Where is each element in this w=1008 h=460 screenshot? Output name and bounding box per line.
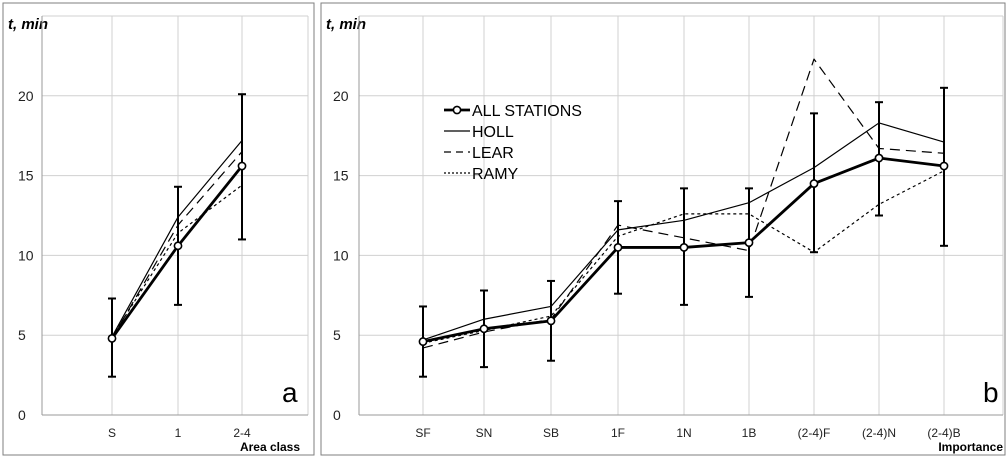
panel-a-y-tick-label: 15 [18, 168, 34, 184]
panel-b-data-point [744, 238, 754, 248]
panel-b-x-axis-label: Importance [938, 440, 1003, 454]
panel-b-data-point [809, 179, 819, 188]
panel-a-border [2, 2, 315, 456]
panel-a-data-point [237, 161, 247, 171]
legend-item-lear: LEAR [444, 145, 514, 162]
legend-item-ramy: RAMY [444, 166, 519, 183]
panel-a-series [107, 93, 247, 378]
legend-item-all-stations: ALL STATIONS [444, 103, 582, 120]
panel-a-y-tick-label: 20 [18, 88, 34, 104]
panel-b-x-tick-label: 1B [742, 426, 757, 440]
panel-b-data-point [939, 161, 949, 171]
svg-text:ALL STATIONS: ALL STATIONS [472, 103, 582, 120]
panel-b-data-point [418, 337, 428, 346]
panel-b-y-tick-label: 5 [333, 327, 341, 343]
panel-a-y-axis-label: t, min [8, 16, 48, 33]
panel-a-y-tick-label: 5 [18, 327, 26, 343]
panel-b-series [418, 58, 949, 378]
panel-b-letter: b [983, 377, 999, 408]
svg-text:RAMY: RAMY [472, 166, 519, 183]
panel-a-x-axis-label: Area class [240, 440, 300, 454]
panel-a-x-tick-label: 2-4 [233, 426, 251, 440]
panel-b-data-point [613, 243, 623, 252]
panel-b-y-tick-label: 20 [333, 88, 349, 104]
panel-b-series-lear [422, 58, 945, 349]
panel-b-border [320, 2, 1006, 456]
panel-b-y-axis-label: t, min [326, 16, 366, 33]
panel-b-axes: 0 5 10 15 20 SF SN SB 1F 1N 1B (2-4)F (2-4)N (2-4)B [333, 16, 1003, 440]
panel-b-x-tick-label: (2-4)N [862, 426, 896, 440]
panel-b-x-tick-label: SF [415, 426, 430, 440]
panel-a-gridlines [42, 15, 309, 415]
panel-b-x-tick-label: SN [476, 426, 493, 440]
panel-a-y-tick-label: 0 [18, 407, 26, 423]
panel-b-x-tick-label: SB [543, 426, 559, 440]
panel-b-x-tick-label: (2-4)B [927, 426, 960, 440]
panel-b-x-tick-label: (2-4)F [798, 426, 831, 440]
panel-b-data-point [874, 153, 884, 163]
panel-a-x-tick-label: 1 [175, 426, 182, 440]
panel-a-chart: t, min 0 5 10 15 20 S 1 2-4 Area class a [2, 2, 315, 456]
panel-b-data-point [546, 316, 556, 326]
panel-a-y-tick-label: 10 [18, 247, 34, 263]
panel-a-data-point [173, 241, 183, 251]
panel-a-axes: 0 5 10 15 20 S 1 2-4 [18, 16, 308, 440]
panel-b-y-tick-label: 10 [333, 247, 349, 263]
panel-b-y-tick-label: 15 [333, 168, 349, 184]
svg-text:LEAR: LEAR [472, 145, 514, 162]
panel-b-y-tick-label: 0 [333, 407, 341, 423]
panel-a-x-tick-label: S [108, 426, 116, 440]
panel-b-legend: ALL STATIONS HOLL LEAR RAMY [444, 103, 582, 183]
panel-b-chart: t, min 0 5 10 15 20 SF SN SB 1F 1N 1B (2-4)F (2-4)N (… [320, 2, 1006, 456]
panel-a-letter: a [282, 377, 298, 408]
panel-a-data-point [107, 333, 117, 343]
panel-b-x-tick-label: 1F [611, 426, 625, 440]
panel-b-data-point [679, 243, 689, 252]
svg-text:HOLL: HOLL [472, 124, 514, 141]
panel-b-data-point [479, 324, 489, 334]
legend-item-holl: HOLL [444, 124, 514, 141]
panel-b-x-tick-label: 1N [676, 426, 691, 440]
